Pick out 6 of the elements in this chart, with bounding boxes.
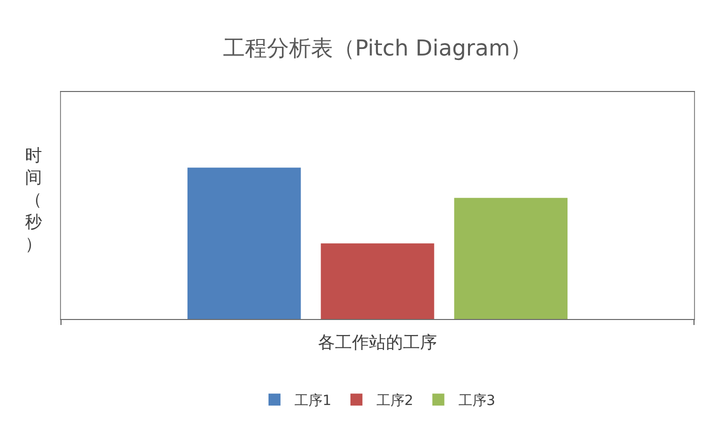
legend-label: 工序3 xyxy=(458,393,496,410)
legend-label: 工序1 xyxy=(294,393,332,410)
y-axis-title: 时间（秒） xyxy=(25,146,42,254)
chart-title: 工程分析表（Pitch Diagram） xyxy=(222,36,532,62)
x-axis-title: 各工作站的工序 xyxy=(318,333,437,353)
legend-label: 工序2 xyxy=(376,393,414,410)
